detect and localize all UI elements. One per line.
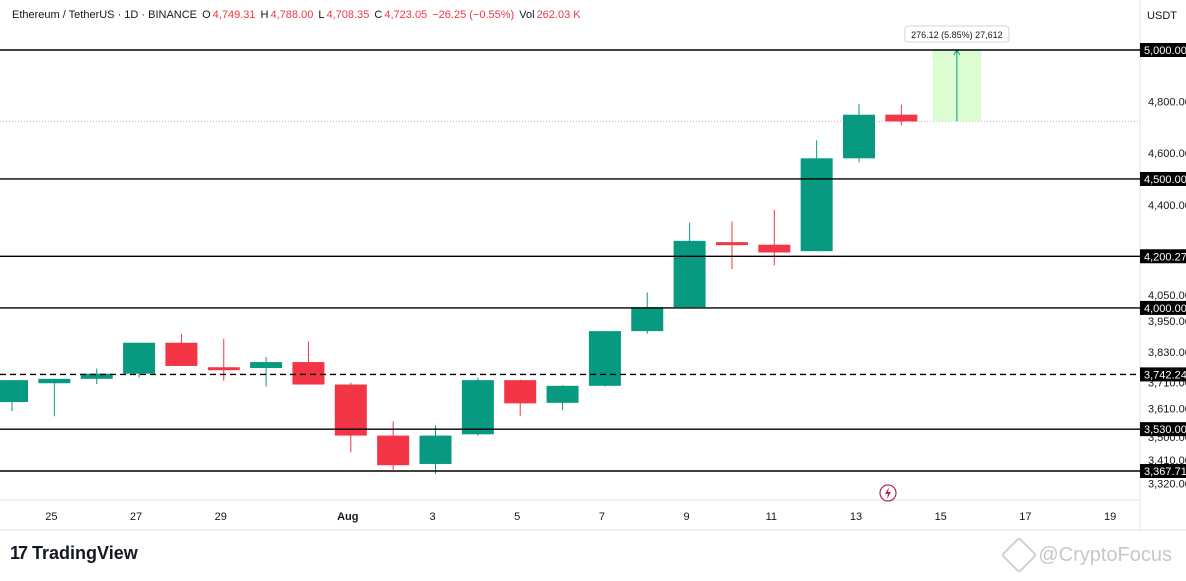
candle-up[interactable] xyxy=(673,240,706,308)
watermark-text: @CryptoFocus xyxy=(1038,543,1172,566)
volume-value: 262.03 K xyxy=(536,9,581,21)
x-tick-label: 19 xyxy=(1104,511,1116,523)
y-tick-label: 4,400.00 xyxy=(1148,200,1186,212)
high-label: H xyxy=(260,9,269,21)
candle-down[interactable] xyxy=(885,114,918,122)
y-tick-label: 4,600.00 xyxy=(1148,148,1186,160)
candle-down[interactable] xyxy=(207,367,240,371)
x-tick-label: 29 xyxy=(215,511,227,523)
x-tick-label: 17 xyxy=(1019,511,1031,523)
level-price-tag xyxy=(1140,249,1186,264)
watermark-icon xyxy=(1000,536,1038,574)
candle-down[interactable] xyxy=(504,380,537,404)
candle-down[interactable] xyxy=(165,342,198,366)
x-tick-label: 7 xyxy=(599,511,605,523)
level-price-label: 4,000.00 xyxy=(1144,303,1186,315)
currency-label[interactable]: USDT xyxy=(1147,10,1177,22)
open-label: O xyxy=(202,9,211,21)
level-price-tag xyxy=(1140,43,1186,57)
x-tick-label: 15 xyxy=(935,511,947,523)
candle-down[interactable] xyxy=(334,384,367,436)
candle-down[interactable] xyxy=(715,242,748,246)
y-tick-label: 3,610.00 xyxy=(1148,404,1186,416)
level-price-label: 5,000.00 xyxy=(1144,45,1186,57)
lightning-bolt-icon xyxy=(885,487,891,499)
high-value: 4,788.00 xyxy=(270,9,314,21)
y-tick-label: 4,800.00 xyxy=(1148,97,1186,109)
level-price-label: 4,500.00 xyxy=(1144,174,1186,186)
open-value: 4,749.31 xyxy=(212,9,256,21)
level-price-label: 3,367.71 xyxy=(1144,466,1186,478)
y-tick-label: 3,950.00 xyxy=(1148,316,1186,328)
brand-name: TradingView xyxy=(32,543,138,563)
x-tick-label: 9 xyxy=(684,511,690,523)
y-tick-label: 4,050.00 xyxy=(1148,290,1186,302)
x-tick-label: 27 xyxy=(130,511,142,523)
candle-up[interactable] xyxy=(631,307,664,332)
measure-label: 276.12 (5.85%) 27,612 xyxy=(911,30,1003,40)
level-price-tag xyxy=(1140,300,1186,315)
x-tick-label: 5 xyxy=(514,511,520,523)
candle-up[interactable] xyxy=(843,114,875,159)
level-price-tag xyxy=(1140,367,1186,382)
volume-label: Vol xyxy=(519,9,535,21)
level-price-label: 3,742.24 xyxy=(1144,369,1186,381)
candle-up[interactable] xyxy=(80,373,113,379)
candle-up[interactable] xyxy=(800,158,833,252)
candle-up[interactable] xyxy=(250,362,283,369)
candle-down[interactable] xyxy=(377,435,410,466)
candle-up[interactable] xyxy=(588,331,621,386)
level-price-label: 3,530.00 xyxy=(1144,424,1186,436)
symbol-label[interactable]: Ethereum / TetherUS · 1D · BINANCE xyxy=(12,9,198,21)
y-tick-label: 3,320.00 xyxy=(1148,478,1186,490)
ohlc-legend: Ethereum / TetherUS · 1D · BINANCE O 4,74… xyxy=(12,9,583,21)
y-tick-label: 3,830.00 xyxy=(1148,347,1186,359)
candle-up[interactable] xyxy=(123,342,156,374)
level-price-label: 4,200.27 xyxy=(1144,251,1186,263)
measure-label-box xyxy=(904,25,1010,43)
x-tick-label: 3 xyxy=(429,511,435,523)
candle-up[interactable] xyxy=(461,380,494,435)
low-label: L xyxy=(318,9,325,21)
level-price-tag xyxy=(1140,171,1186,186)
candle-up[interactable] xyxy=(419,435,452,464)
candle-up[interactable] xyxy=(546,385,579,403)
x-tick-label: 11 xyxy=(766,511,777,523)
close-value: 4,723.05 xyxy=(384,9,428,21)
x-tick-label: 25 xyxy=(45,511,57,523)
change-value: −26.25 (−0.55%) xyxy=(432,9,515,21)
candle-down[interactable] xyxy=(758,244,791,253)
watermark: @CryptoFocus xyxy=(1000,536,1172,574)
x-tick-label: 13 xyxy=(850,511,862,523)
close-label: C xyxy=(374,9,383,21)
level-price-tag xyxy=(1140,422,1186,437)
level-price-tag xyxy=(1140,464,1186,478)
tradingview-icon: 17 xyxy=(10,543,28,563)
candle-up[interactable] xyxy=(38,378,71,384)
tradingview-logo[interactable]: 17 TradingView xyxy=(10,543,138,564)
x-tick-label: Aug xyxy=(337,511,358,523)
candle-down[interactable] xyxy=(292,362,325,385)
low-value: 4,708.35 xyxy=(326,9,370,21)
candle-up[interactable] xyxy=(0,380,28,403)
